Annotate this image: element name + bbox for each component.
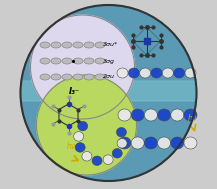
Ellipse shape: [40, 74, 50, 80]
Ellipse shape: [131, 137, 144, 149]
Text: 3σu*: 3σu*: [102, 43, 118, 47]
Ellipse shape: [158, 137, 171, 149]
Ellipse shape: [174, 68, 185, 78]
Ellipse shape: [158, 109, 171, 121]
Ellipse shape: [40, 58, 50, 64]
Ellipse shape: [95, 74, 105, 80]
Ellipse shape: [118, 109, 131, 121]
Ellipse shape: [112, 149, 122, 158]
Ellipse shape: [162, 68, 173, 78]
Ellipse shape: [84, 42, 94, 48]
Ellipse shape: [144, 109, 157, 121]
Ellipse shape: [84, 74, 94, 80]
Ellipse shape: [185, 68, 196, 78]
Ellipse shape: [73, 42, 83, 48]
Ellipse shape: [75, 143, 85, 152]
Text: I₃⁻: I₃⁻: [69, 88, 80, 97]
Ellipse shape: [140, 68, 151, 78]
Ellipse shape: [51, 58, 61, 64]
Ellipse shape: [82, 152, 92, 161]
Ellipse shape: [73, 58, 83, 64]
Circle shape: [36, 75, 136, 175]
Ellipse shape: [117, 139, 127, 148]
Ellipse shape: [51, 74, 61, 80]
Circle shape: [31, 15, 135, 119]
Ellipse shape: [62, 42, 72, 48]
Ellipse shape: [62, 58, 72, 64]
Ellipse shape: [95, 42, 105, 48]
Ellipse shape: [62, 74, 72, 80]
Text: hν: hν: [188, 114, 197, 123]
Ellipse shape: [78, 121, 88, 131]
Text: hν: hν: [67, 142, 76, 151]
Ellipse shape: [74, 132, 84, 141]
Ellipse shape: [184, 109, 197, 121]
Ellipse shape: [84, 58, 94, 64]
Ellipse shape: [40, 42, 50, 48]
Polygon shape: [21, 81, 196, 101]
Ellipse shape: [118, 137, 131, 149]
Ellipse shape: [151, 68, 162, 78]
Ellipse shape: [117, 68, 128, 78]
Ellipse shape: [103, 155, 113, 164]
Ellipse shape: [95, 58, 105, 64]
Text: 2σu: 2σu: [102, 74, 115, 80]
Ellipse shape: [51, 42, 61, 48]
Ellipse shape: [128, 68, 139, 78]
Ellipse shape: [131, 109, 144, 121]
Ellipse shape: [73, 74, 83, 80]
Ellipse shape: [171, 109, 184, 121]
Ellipse shape: [92, 156, 102, 166]
Ellipse shape: [171, 137, 184, 149]
Text: 3σg: 3σg: [102, 59, 115, 64]
Ellipse shape: [184, 137, 197, 149]
Ellipse shape: [117, 127, 127, 137]
Ellipse shape: [144, 137, 157, 149]
Circle shape: [20, 5, 197, 181]
